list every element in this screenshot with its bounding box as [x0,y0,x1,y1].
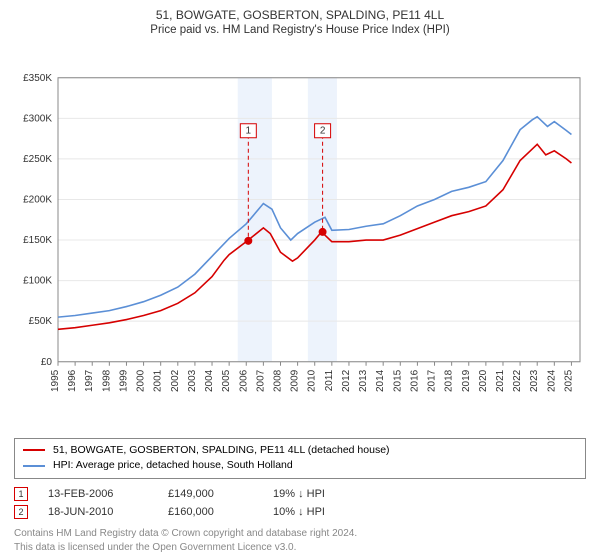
events-table: 1 13-FEB-2006 £149,000 19% ↓ HPI 2 18-JUN-201… [14,485,586,521]
x-tick-label: 2012 [341,369,352,392]
event-pct: 19% ↓ HPI [273,488,325,500]
chart-legend: 51, BOWGATE, GOSBERTON, SPALDING, PE11 4… [14,438,586,480]
x-tick-label: 2020 [478,369,489,392]
event-numbox: 2 [14,505,28,519]
x-tick-label: 1998 [101,369,112,392]
x-tick-label: 2021 [495,369,506,392]
x-tick-label: 1999 [118,369,129,392]
footnote-line: This data is licensed under the Open Gov… [14,541,586,555]
legend-item: HPI: Average price, detached house, Sout… [23,458,577,474]
x-tick-label: 2005 [221,369,232,392]
event-date: 13-FEB-2006 [48,488,148,500]
event-label-number: 2 [320,125,326,136]
event-price: £160,000 [168,506,253,518]
event-marker [245,237,252,244]
x-tick-label: 2013 [358,369,369,392]
x-tick-label: 2009 [290,369,301,392]
x-tick-label: 2014 [375,369,386,392]
x-tick-label: 2007 [255,369,266,392]
event-price: £149,000 [168,488,253,500]
x-tick-label: 2022 [512,369,523,392]
y-tick-label: £150K [23,235,52,246]
x-tick-label: 2011 [324,369,335,391]
y-tick-label: £100K [23,276,52,287]
x-tick-label: 2003 [187,369,198,392]
chart-subtitle: Price paid vs. HM Land Registry's House … [14,24,586,36]
x-tick-label: 2019 [461,369,472,392]
events-row: 1 13-FEB-2006 £149,000 19% ↓ HPI [14,485,586,503]
x-tick-label: 2023 [529,369,540,392]
x-tick-label: 2025 [563,369,574,392]
y-tick-label: £300K [23,113,52,124]
footnotes: Contains HM Land Registry data © Crown c… [14,527,586,554]
event-numbox: 1 [14,487,28,501]
footnote-line: Contains HM Land Registry data © Crown c… [14,527,586,541]
y-tick-label: £200K [23,194,52,205]
x-tick-label: 1995 [50,369,61,392]
chart-title: 51, BOWGATE, GOSBERTON, SPALDING, PE11 4… [14,8,586,22]
legend-item: 51, BOWGATE, GOSBERTON, SPALDING, PE11 4… [23,443,577,459]
events-row: 2 18-JUN-2010 £160,000 10% ↓ HPI [14,503,586,521]
event-marker [319,228,326,235]
x-tick-label: 1997 [84,369,95,392]
x-tick-label: 2002 [170,369,181,392]
event-date: 18-JUN-2010 [48,506,148,518]
y-tick-label: £250K [23,154,52,165]
x-tick-label: 2010 [307,369,318,392]
x-tick-label: 2016 [409,369,420,392]
y-tick-label: £50K [29,316,53,327]
chart-plot-area: £0 £50K £100K £150K £200K £250K £300K £350K 1995… [14,42,586,432]
x-tick-label: 1996 [67,369,78,392]
x-tick-label: 2006 [238,369,249,392]
legend-label: HPI: Average price, detached house, Sout… [53,458,293,474]
x-tick-label: 2000 [136,369,147,392]
y-tick-label: £0 [41,357,53,368]
x-tick-label: 2008 [272,369,283,392]
event-pct: 10% ↓ HPI [273,506,325,518]
x-tick-label: 2001 [153,369,164,392]
x-tick-label: 2004 [204,369,215,392]
event-label-number: 1 [246,125,252,136]
y-tick-label: £350K [23,73,52,84]
chart-band [238,78,272,362]
x-tick-label: 2015 [392,369,403,392]
chart-svg: £0 £50K £100K £150K £200K £250K £300K £350K 1995… [14,42,586,432]
legend-swatch [23,465,45,467]
x-tick-label: 2018 [444,369,455,392]
legend-swatch [23,449,45,451]
legend-label: 51, BOWGATE, GOSBERTON, SPALDING, PE11 4… [53,443,390,459]
x-tick-label: 2017 [427,369,438,392]
x-tick-label: 2024 [546,369,557,392]
